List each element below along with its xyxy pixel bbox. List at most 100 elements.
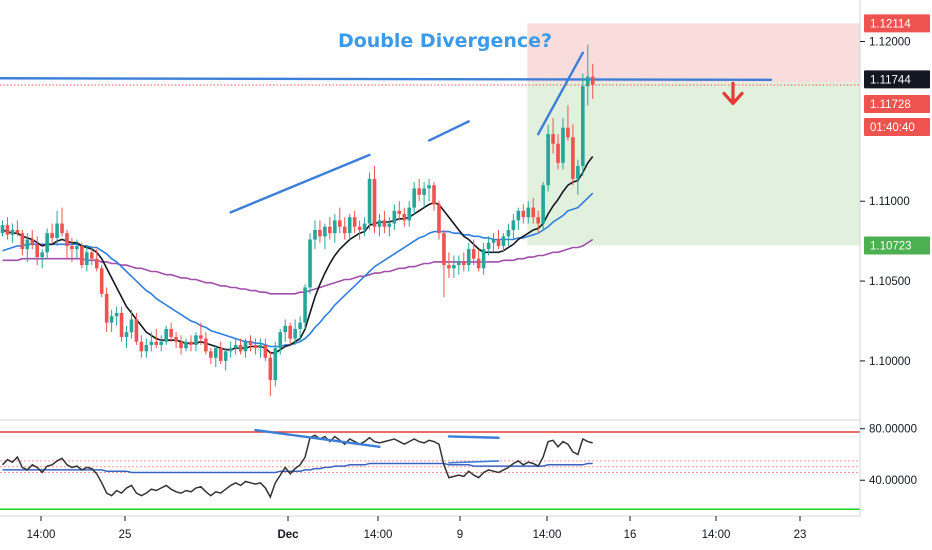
candle [109, 309, 114, 333]
divergence-trendline-1[interactable] [229, 153, 371, 214]
candle [30, 229, 35, 250]
candle [571, 124, 575, 186]
current-high-tag-label: 1.11744 [870, 74, 911, 86]
candle [89, 245, 94, 266]
candle [253, 338, 258, 355]
candle [228, 341, 233, 358]
price-tags: 1.12114 1.11744 1.11728 01:40:40 1.10723 [864, 14, 930, 255]
candle [447, 252, 451, 278]
candle [452, 255, 456, 278]
candle [104, 287, 109, 333]
candle [427, 178, 431, 202]
candle [357, 220, 362, 240]
time-axis[interactable]: 14:00 25 Dec 14:00 9 14:00 16 14:00 23 [27, 516, 807, 541]
candle [283, 319, 288, 342]
oscillator-trendlines[interactable] [254, 428, 500, 464]
candle [476, 249, 481, 272]
time-tick-label: 14:00 [702, 529, 731, 541]
candle [199, 322, 203, 345]
candle [328, 217, 332, 240]
osc-support-trendline[interactable] [448, 460, 500, 464]
sma-slow-line [2, 238, 594, 295]
time-tick-label: 9 [457, 529, 463, 541]
candle [5, 217, 10, 240]
candle [422, 182, 426, 208]
trade-box[interactable] [527, 23, 860, 246]
time-tick-label: 23 [794, 529, 807, 541]
spike-trendline[interactable] [536, 51, 585, 136]
moving-averages [2, 156, 594, 354]
time-tick-label: 16 [624, 529, 637, 541]
candle [442, 229, 446, 298]
time-tick-label: 14:00 [27, 529, 56, 541]
candle [55, 210, 59, 246]
candle [486, 236, 491, 256]
oscillator-axis[interactable]: 80.00000 40.00000 [860, 424, 917, 488]
candle [119, 306, 124, 342]
candle [243, 338, 248, 358]
countdown-tag-label: 01:40:40 [870, 122, 915, 134]
oscillator-tick-label: 40.00000 [869, 475, 917, 487]
candle [179, 335, 183, 355]
divergence-trendline-2[interactable] [427, 120, 470, 142]
candle [342, 217, 347, 240]
price-axis[interactable]: 1.12000 1.11000 1.10500 1.10000 [860, 37, 911, 368]
candle [432, 182, 436, 211]
oscillator-pane [0, 428, 860, 510]
candle [223, 348, 228, 371]
osc-divergence-trendline-1[interactable] [254, 428, 381, 448]
current-high-tag: 1.11744 [864, 70, 930, 89]
candle [323, 223, 327, 250]
price-tick-label: 1.10500 [869, 276, 911, 288]
candle [144, 338, 149, 358]
candle [551, 118, 555, 154]
candle [397, 201, 402, 221]
candle [566, 105, 570, 141]
candle [209, 348, 213, 365]
candle [10, 223, 15, 243]
candle [129, 309, 134, 339]
candle [541, 182, 545, 230]
candle [417, 178, 421, 202]
candle [293, 319, 297, 345]
time-tick-label: 14:00 [364, 529, 393, 541]
resistance-trendline[interactable] [0, 77, 773, 82]
price-tick-label: 1.10000 [869, 356, 911, 368]
candle [70, 237, 74, 262]
candle [471, 239, 476, 266]
candle [516, 207, 521, 230]
candle [258, 338, 263, 358]
target-tag: 1.12114 [864, 14, 930, 33]
candle [139, 335, 144, 358]
candle [521, 204, 526, 224]
countdown-tag: 01:40:40 [864, 117, 930, 136]
candle [159, 335, 164, 352]
candle [45, 228, 49, 259]
candle [333, 213, 337, 243]
candle [337, 207, 342, 234]
candle [233, 338, 238, 355]
candle [40, 249, 44, 269]
candle [149, 332, 154, 352]
time-tick-label: Dec [277, 529, 299, 541]
price-tick-label: 1.12000 [869, 37, 911, 49]
price-tick-label: 1.11000 [869, 196, 910, 208]
candle [238, 338, 243, 355]
candle [174, 332, 178, 349]
oscillator-tick-label: 80.00000 [869, 424, 917, 436]
target-tag-label: 1.12114 [870, 18, 911, 30]
candle [263, 338, 268, 361]
candle [590, 63, 595, 100]
candle [461, 252, 466, 272]
candle [347, 213, 352, 240]
candle [213, 344, 218, 368]
candle [278, 328, 283, 355]
candle [85, 245, 89, 272]
candle [531, 198, 536, 224]
candle [273, 341, 278, 387]
candle [402, 207, 407, 227]
price-trendlines[interactable] [0, 51, 773, 214]
candle [372, 166, 377, 234]
osc-divergence-trendline-2[interactable] [447, 435, 500, 439]
